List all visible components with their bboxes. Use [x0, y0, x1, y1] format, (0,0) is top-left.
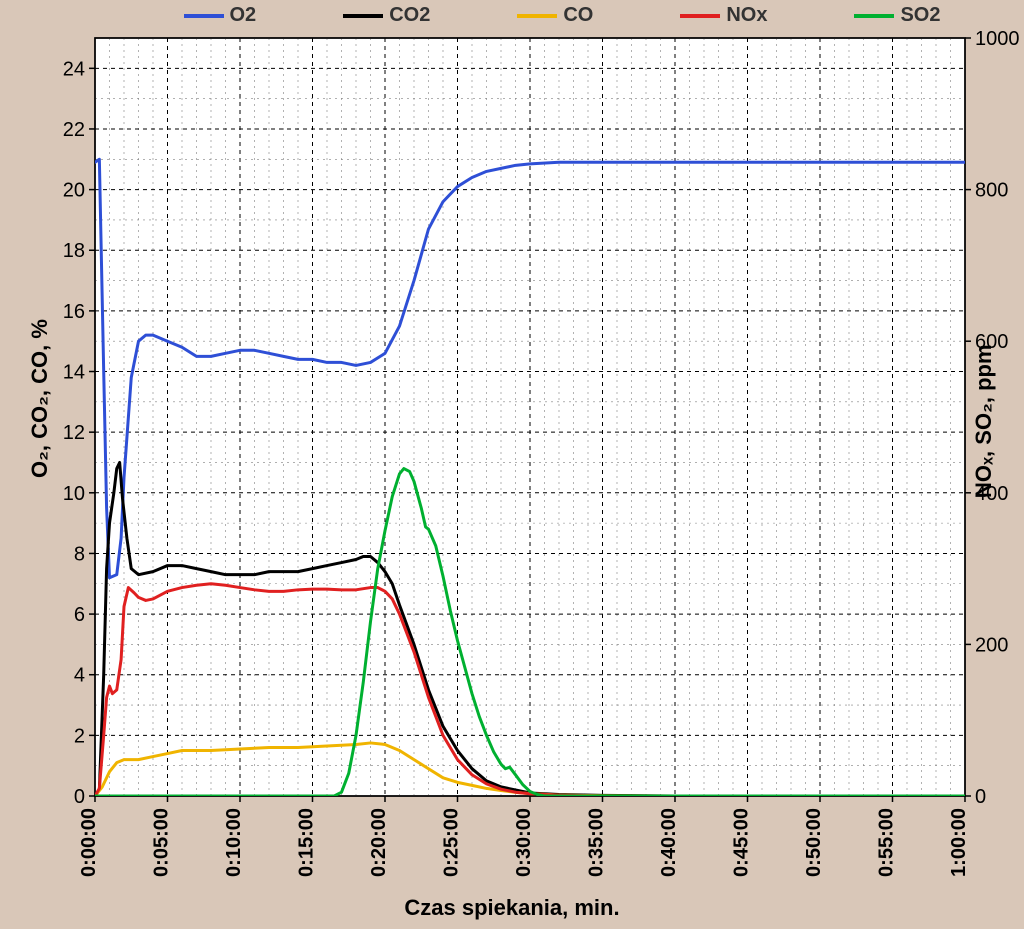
svg-text:0:20:00: 0:20:00 [368, 808, 390, 877]
svg-text:20: 20 [63, 180, 85, 202]
line-chart: 024681012141618202224020040060080010000:… [0, 0, 1024, 929]
legend-swatch [680, 14, 720, 18]
legend: O2 CO2 CO NOx SO2 [140, 4, 984, 27]
svg-text:0:40:00: 0:40:00 [658, 808, 680, 877]
svg-text:1000: 1000 [975, 28, 1020, 50]
legend-swatch [517, 14, 557, 18]
legend-label: SO2 [900, 4, 940, 27]
svg-text:10: 10 [63, 483, 85, 505]
y-axis-right-label: NOₓ, SO₂, ppm [971, 338, 997, 498]
svg-text:0:00:00: 0:00:00 [78, 808, 100, 877]
svg-text:14: 14 [63, 362, 85, 384]
svg-text:16: 16 [63, 301, 85, 323]
legend-label: O2 [230, 4, 257, 27]
legend-label: CO [563, 4, 593, 27]
svg-text:0:45:00: 0:45:00 [731, 808, 753, 877]
chart-container: { "canvas": { "w": 1024, "h": 929 }, "pl… [0, 0, 1024, 929]
svg-text:2: 2 [74, 725, 85, 747]
svg-text:0:05:00: 0:05:00 [151, 808, 173, 877]
legend-item-co2: CO2 [343, 4, 430, 27]
legend-item-co: CO [517, 4, 593, 27]
legend-swatch [184, 14, 224, 18]
svg-text:24: 24 [63, 58, 85, 80]
x-axis-label: Czas spiekania, min. [0, 895, 1024, 921]
legend-swatch [854, 14, 894, 18]
svg-text:12: 12 [63, 422, 85, 444]
svg-text:0: 0 [975, 786, 986, 808]
y-axis-left-label: O₂, CO₂, CO, % [27, 358, 53, 478]
svg-text:1:00:00: 1:00:00 [948, 808, 970, 877]
svg-text:800: 800 [975, 180, 1008, 202]
legend-item-so2: SO2 [854, 4, 940, 27]
svg-text:18: 18 [63, 240, 85, 262]
svg-text:6: 6 [74, 604, 85, 626]
svg-text:0:35:00: 0:35:00 [586, 808, 608, 877]
svg-text:8: 8 [74, 543, 85, 565]
legend-item-nox: NOx [680, 4, 767, 27]
svg-text:200: 200 [975, 634, 1008, 656]
svg-text:0:10:00: 0:10:00 [223, 808, 245, 877]
legend-swatch [343, 14, 383, 18]
legend-label: CO2 [389, 4, 430, 27]
svg-text:22: 22 [63, 119, 85, 141]
svg-text:0:55:00: 0:55:00 [876, 808, 898, 877]
svg-text:0:25:00: 0:25:00 [441, 808, 463, 877]
svg-text:0:30:00: 0:30:00 [513, 808, 535, 877]
svg-text:0:15:00: 0:15:00 [296, 808, 318, 877]
legend-label: NOx [726, 4, 767, 27]
svg-text:0:50:00: 0:50:00 [803, 808, 825, 877]
svg-text:4: 4 [74, 665, 85, 687]
legend-item-o2: O2 [184, 4, 257, 27]
svg-text:0: 0 [74, 786, 85, 808]
